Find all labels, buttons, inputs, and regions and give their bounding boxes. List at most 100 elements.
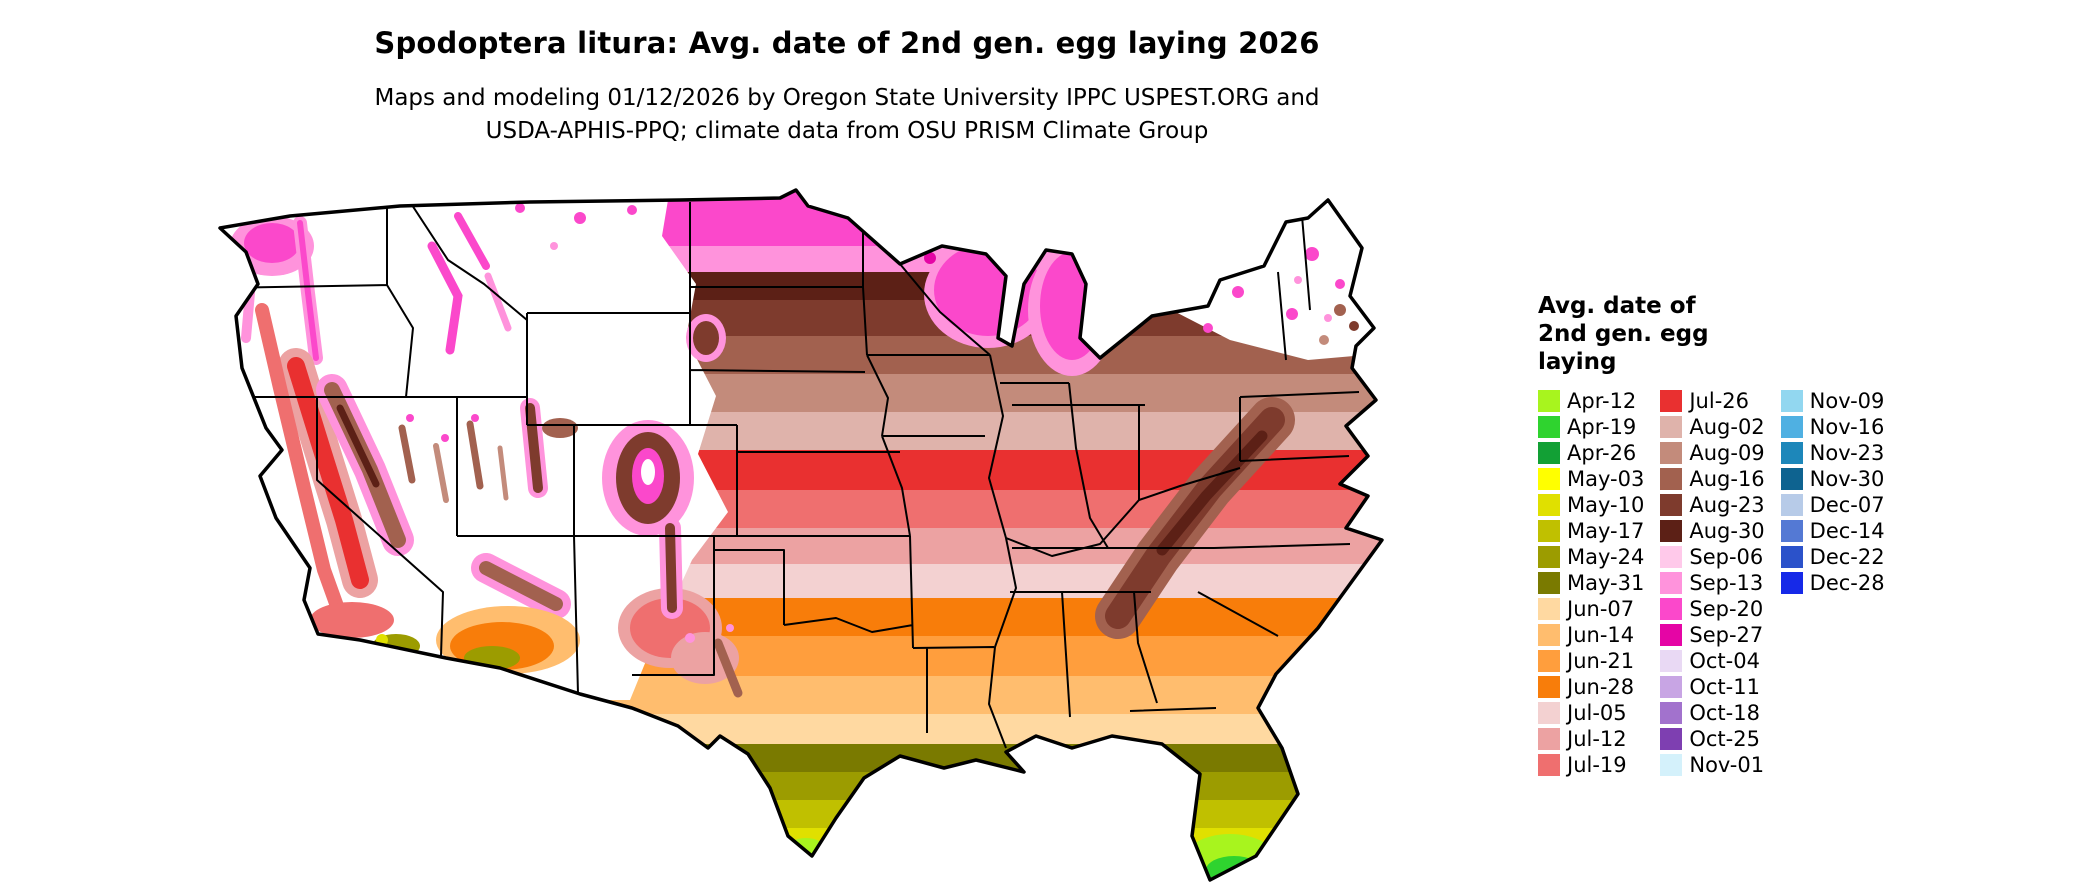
legend-entry: Nov-23 [1780, 440, 1885, 466]
legend-entry: Dec-28 [1780, 570, 1885, 596]
legend-swatch [1538, 390, 1560, 412]
legend-entry: Jun-21 [1538, 648, 1644, 674]
legend-entry: May-10 [1538, 492, 1644, 518]
legend-swatch [1538, 572, 1560, 594]
legend-entry: Jun-28 [1538, 674, 1644, 700]
legend-label: Aug-23 [1689, 493, 1765, 517]
subtitle-line-1: Maps and modeling 01/12/2026 by Oregon S… [374, 85, 1320, 111]
legend-entry: Nov-01 [1660, 752, 1764, 778]
legend-label: Jun-07 [1567, 597, 1635, 621]
legend-label: Jul-19 [1567, 753, 1627, 777]
legend-entry: May-24 [1538, 544, 1644, 570]
legend-title: Avg. date of 2nd gen. egg laying [1538, 292, 1885, 376]
legend-entry: Apr-12 [1538, 388, 1644, 414]
legend-entry: Jun-07 [1538, 596, 1644, 622]
legend-label: Apr-12 [1567, 389, 1637, 413]
legend-entry: Sep-13 [1660, 570, 1764, 596]
page-title: Spodoptera litura: Avg. date of 2nd gen.… [374, 26, 1320, 60]
us-map [200, 188, 1555, 884]
legend-entry: Aug-23 [1660, 492, 1765, 518]
legend-swatch [1538, 728, 1560, 750]
legend-label: Dec-14 [1809, 519, 1885, 543]
legend-swatch [1660, 546, 1683, 568]
legend-swatch [1538, 416, 1560, 438]
legend-entry: May-31 [1538, 570, 1644, 596]
legend-swatch [1780, 416, 1803, 438]
legend-label: Aug-02 [1689, 415, 1765, 439]
legend-label: Oct-18 [1689, 701, 1760, 725]
legend-column: Apr-12 Apr-19 Apr-26 May-03 May-10 May-17 May-… [1538, 388, 1644, 778]
legend-label: Dec-22 [1809, 545, 1885, 569]
legend-swatch [1538, 598, 1560, 620]
legend-swatch [1660, 624, 1683, 646]
legend-entry: Sep-20 [1660, 596, 1764, 622]
legend-swatch [1780, 546, 1803, 568]
legend-label: May-24 [1567, 545, 1645, 569]
legend-label: Nov-16 [1809, 415, 1885, 439]
legend-label: Aug-30 [1689, 519, 1765, 543]
legend-label: Nov-09 [1809, 389, 1885, 413]
legend-entry: Aug-30 [1660, 518, 1765, 544]
legend-label: Sep-13 [1689, 571, 1764, 595]
subtitle-line-2: USDA-APHIS-PPQ; climate data from OSU PR… [485, 118, 1209, 144]
legend-swatch [1660, 754, 1683, 776]
legend-entry: Dec-14 [1780, 518, 1885, 544]
legend-label: Oct-25 [1689, 727, 1760, 751]
legend-swatch [1660, 650, 1683, 672]
legend-swatch [1538, 520, 1560, 542]
legend-swatch [1660, 598, 1683, 620]
legend-entry: May-17 [1538, 518, 1644, 544]
legend-label: Jul-12 [1567, 727, 1627, 751]
legend-entry: Nov-30 [1780, 466, 1885, 492]
legend-swatch [1780, 520, 1803, 542]
legend-entry: Oct-04 [1660, 648, 1764, 674]
legend-label: May-10 [1567, 493, 1645, 517]
legend-swatch [1538, 494, 1560, 516]
legend-swatch [1538, 468, 1560, 490]
legend-swatch [1780, 572, 1803, 594]
legend-entry: Sep-06 [1660, 544, 1764, 570]
legend-label: Nov-23 [1809, 441, 1885, 465]
legend-entry: Apr-26 [1538, 440, 1644, 466]
legend-label: Apr-26 [1567, 441, 1637, 465]
legend-label: May-03 [1567, 467, 1645, 491]
legend-title-line-2: 2nd gen. egg [1538, 321, 1709, 347]
legend-entry: Oct-18 [1660, 700, 1764, 726]
legend-label: Aug-09 [1689, 441, 1765, 465]
legend-swatch [1780, 494, 1803, 516]
legend-entry: Sep-27 [1660, 622, 1764, 648]
legend-swatch [1538, 650, 1560, 672]
legend-swatch [1660, 494, 1683, 516]
legend-swatch [1660, 390, 1683, 412]
legend-swatch [1538, 702, 1560, 724]
legend-columns: Apr-12 Apr-19 Apr-26 May-03 May-10 May-17 May-… [1538, 388, 1885, 778]
legend-label: Sep-06 [1689, 545, 1764, 569]
map-legend: Avg. date of 2nd gen. egg laying Apr-12 A… [1538, 292, 1885, 778]
legend-label: Apr-19 [1567, 415, 1637, 439]
legend-title-line-3: laying [1538, 349, 1617, 375]
legend-swatch [1660, 702, 1683, 724]
legend-entry: Aug-02 [1660, 414, 1765, 440]
legend-label: Oct-11 [1689, 675, 1760, 699]
legend-entry: Apr-19 [1538, 414, 1644, 440]
legend-swatch [1660, 728, 1683, 750]
legend-label: Jul-05 [1567, 701, 1627, 725]
legend-label: May-17 [1567, 519, 1645, 543]
legend-label: Jun-14 [1567, 623, 1635, 647]
legend-label: Dec-28 [1809, 571, 1885, 595]
legend-swatch [1660, 442, 1683, 464]
legend-entry: Jun-14 [1538, 622, 1644, 648]
legend-entry: Jul-12 [1538, 726, 1644, 752]
legend-entry: Aug-09 [1660, 440, 1765, 466]
us-map-svg [218, 188, 1384, 882]
legend-swatch [1538, 754, 1560, 776]
legend-swatch [1538, 546, 1560, 568]
legend-label: Sep-27 [1689, 623, 1764, 647]
legend-swatch [1538, 442, 1560, 464]
legend-label: Nov-01 [1689, 753, 1765, 777]
legend-entry: Oct-25 [1660, 726, 1764, 752]
legend-label: Nov-30 [1809, 467, 1885, 491]
legend-swatch [1660, 468, 1683, 490]
page-subtitle: Maps and modeling 01/12/2026 by Oregon S… [0, 82, 1694, 148]
legend-swatch [1538, 676, 1560, 698]
